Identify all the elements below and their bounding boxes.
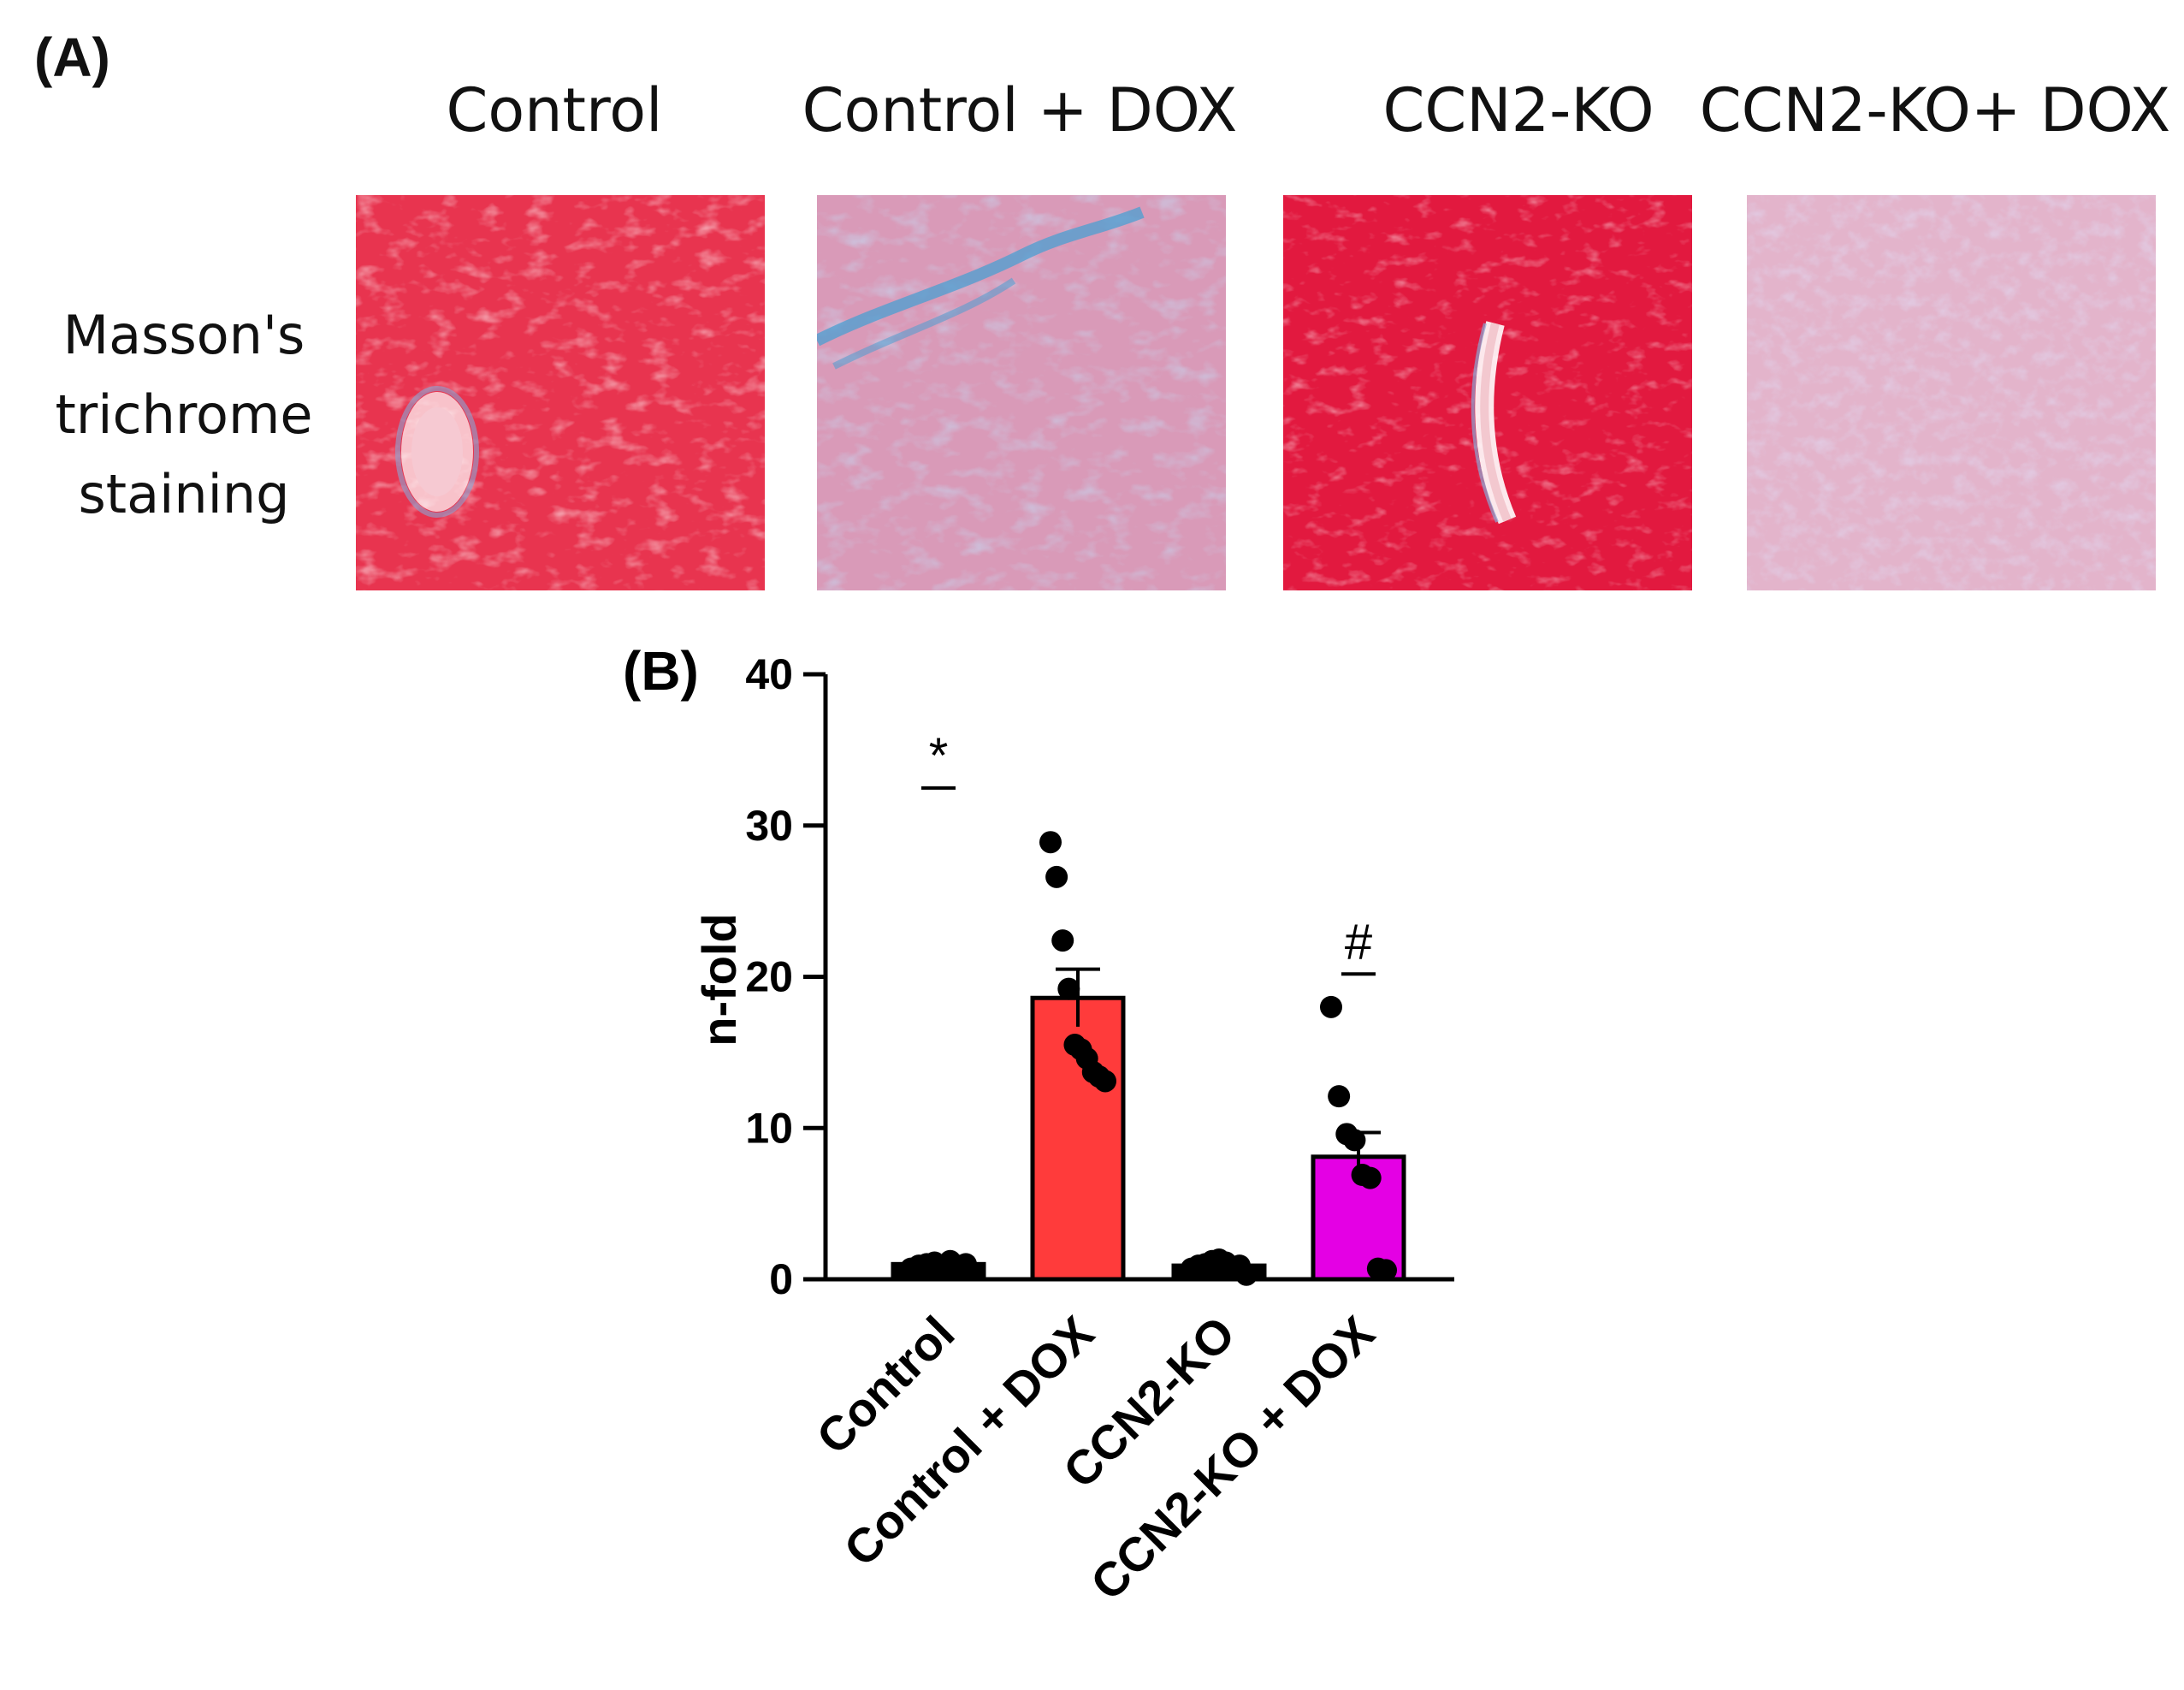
y-axis-label: n-fold xyxy=(692,913,746,1046)
micrograph-control-svg xyxy=(356,195,765,590)
panel-b-label: (B) xyxy=(623,640,699,702)
data-point-0-7 xyxy=(955,1253,977,1276)
micrograph-control xyxy=(356,195,765,590)
data-point-1-0 xyxy=(1039,831,1062,854)
y-tick-label-0: 0 xyxy=(769,1255,793,1303)
row-label-line-3: staining xyxy=(78,463,290,525)
data-point-3-1 xyxy=(1328,1085,1351,1108)
micrograph-ccn2-ko-dox xyxy=(1747,195,2156,590)
data-point-3-3 xyxy=(1343,1129,1366,1152)
data-point-3-5 xyxy=(1358,1166,1382,1189)
data-point-3-0 xyxy=(1320,995,1342,1018)
y-tick-label-4: 40 xyxy=(745,650,793,698)
x-tick-label-1: Control + DOX xyxy=(833,1306,1104,1576)
micrograph-ccn2-ko xyxy=(1283,195,1692,590)
data-point-1-3 xyxy=(1057,977,1080,1000)
panel-a-label: (A) xyxy=(34,27,110,88)
data-point-1-2 xyxy=(1051,929,1074,952)
micrograph-control-dox xyxy=(817,195,1226,590)
row-label-masson: Masson's trichrome staining xyxy=(26,295,342,534)
micrograph-ccn2-ko-dox-svg xyxy=(1747,195,2156,590)
row-label-line-2: trichrome xyxy=(55,383,313,446)
column-title-ccn2-ko: CCN2-KO xyxy=(1382,75,1654,145)
data-point-1-9 xyxy=(1094,1070,1116,1093)
significance-marker-0: * xyxy=(929,728,949,784)
data-point-1-1 xyxy=(1045,865,1068,888)
column-title-ccn2-ko-dox: CCN2-KO+ DOX xyxy=(1699,75,2171,145)
significance-marker-3: # xyxy=(1345,914,1372,970)
data-point-2-8 xyxy=(1235,1263,1258,1286)
y-tick-label-1: 10 xyxy=(745,1104,793,1152)
column-title-control-dox: Control + DOX xyxy=(802,75,1238,145)
data-point-3-7 xyxy=(1375,1259,1397,1282)
micrograph-control-dox-svg xyxy=(817,195,1226,590)
column-title-control: Control xyxy=(446,75,663,145)
y-tick-label-2: 20 xyxy=(745,953,793,1001)
row-label-line-1: Masson's xyxy=(62,304,305,366)
micrograph-ccn2-ko-svg xyxy=(1283,195,1692,590)
y-tick-label-3: 30 xyxy=(745,802,793,850)
